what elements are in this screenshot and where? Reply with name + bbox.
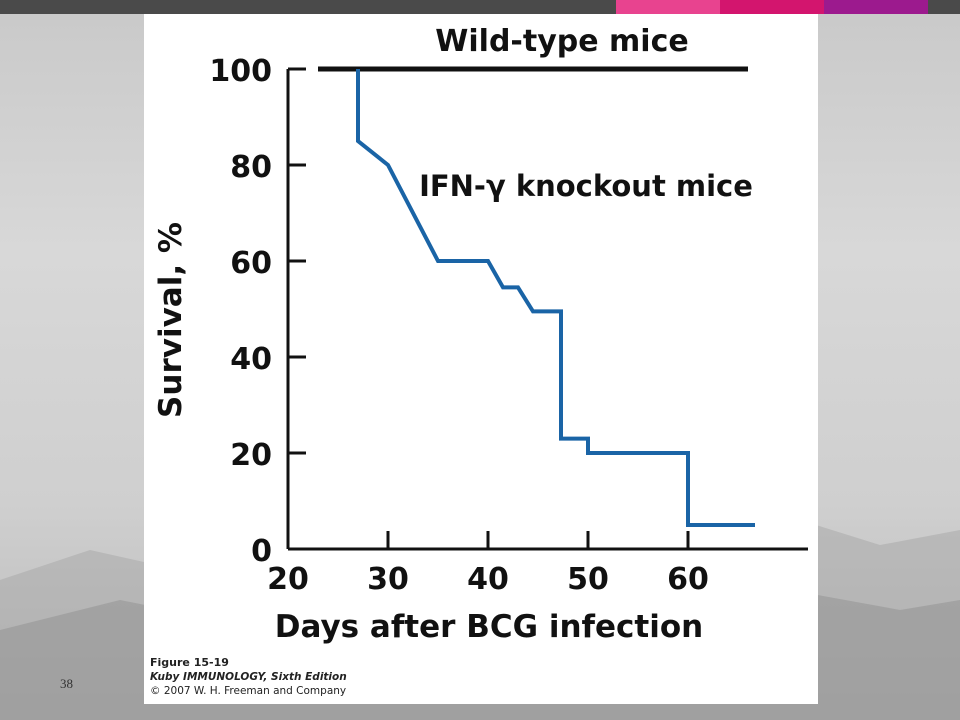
topbar-segment-dark-end bbox=[928, 0, 960, 14]
topbar-segment-dark bbox=[0, 0, 616, 14]
y-tick-label: 20 bbox=[230, 438, 272, 473]
y-tick-label: 40 bbox=[230, 342, 272, 377]
chart-series-layer bbox=[318, 66, 755, 527]
slide-number: 38 bbox=[60, 676, 73, 691]
top-color-bar bbox=[0, 0, 960, 14]
series-label-knockout: IFN-γ knockout mice bbox=[419, 169, 753, 203]
y-tick-label: 100 bbox=[209, 54, 272, 89]
x-tick-label: 50 bbox=[567, 562, 609, 597]
x-tick-label: 60 bbox=[667, 562, 709, 597]
x-tick-label: 30 bbox=[367, 562, 409, 597]
topbar-segment-purple bbox=[824, 0, 928, 14]
y-axis-title: Survival, % bbox=[153, 222, 189, 418]
series-label-wild-type: Wild-type mice bbox=[435, 24, 688, 59]
figure-caption: Figure 15-19 Kuby IMMUNOLOGY, Sixth Edit… bbox=[150, 656, 347, 698]
caption-figure-number: Figure 15-19 bbox=[150, 656, 229, 669]
topbar-segment-pink bbox=[616, 0, 720, 14]
x-tick-label: 20 bbox=[267, 562, 309, 597]
x-axis-title: Days after BCG infection bbox=[275, 609, 704, 645]
figure-panel: 0 20 40 60 80 100 20 30 40 50 60 Days after BCG inf… bbox=[144, 14, 818, 704]
y-tick-label: 0 bbox=[251, 534, 272, 569]
caption-copyright: © 2007 W. H. Freeman and Company bbox=[150, 685, 347, 697]
topbar-segment-magenta bbox=[720, 0, 824, 14]
x-tick-label: 40 bbox=[467, 562, 509, 597]
y-tick-label: 60 bbox=[230, 246, 272, 281]
y-tick-label: 80 bbox=[230, 150, 272, 185]
chart-axes bbox=[286, 67, 808, 551]
caption-book-title: Kuby IMMUNOLOGY, Sixth Edition bbox=[150, 671, 347, 683]
series-line-knockout bbox=[356, 69, 755, 527]
